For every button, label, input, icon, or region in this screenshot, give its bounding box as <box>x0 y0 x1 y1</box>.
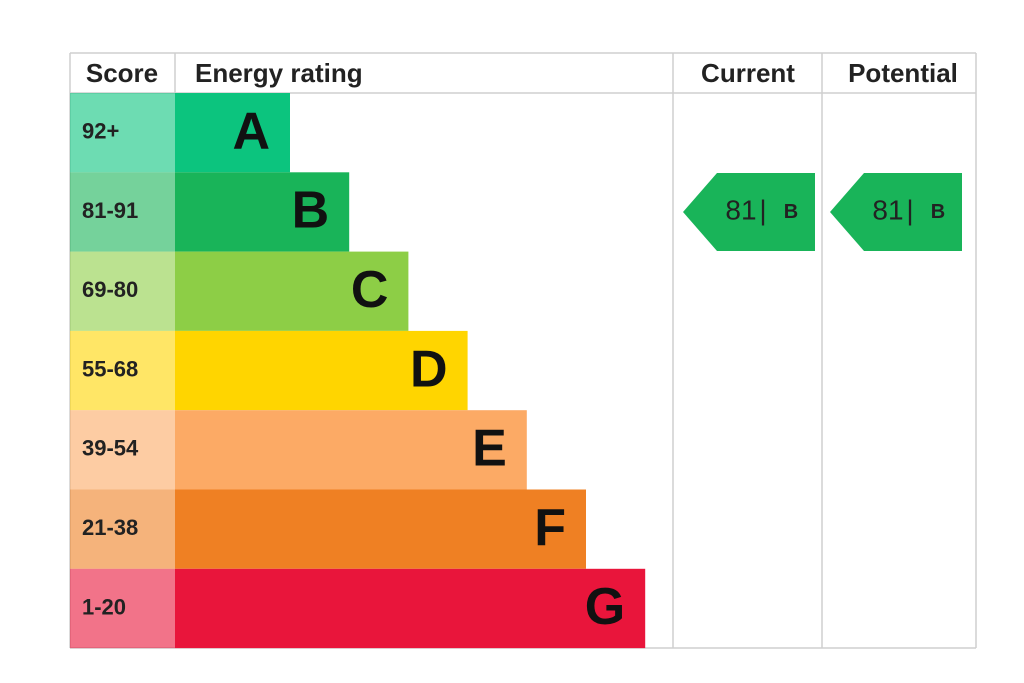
score-cell <box>70 410 175 490</box>
rating-letter: G <box>585 578 625 636</box>
score-range: 21-38 <box>82 515 138 540</box>
rating-bar <box>175 251 409 331</box>
score-cell <box>70 172 175 252</box>
score-cell <box>70 568 175 649</box>
potential-arrow <box>830 172 962 251</box>
score-range: 92+ <box>82 118 119 143</box>
score-range: 55-68 <box>82 356 138 381</box>
score-range: 81-91 <box>82 198 138 223</box>
rating-letter: F <box>534 499 566 557</box>
potential-separator: | <box>906 194 913 225</box>
rating-letter: C <box>351 261 389 319</box>
rating-letter: E <box>472 420 507 478</box>
score-range: 69-80 <box>82 277 138 302</box>
score-range: 1-20 <box>82 594 126 619</box>
rating-bar <box>175 93 290 173</box>
score-range: 39-54 <box>82 436 139 461</box>
current-arrow <box>683 172 815 251</box>
current-score: 81 <box>725 194 756 225</box>
potential-letter: B <box>931 201 945 223</box>
rating-letter: A <box>232 102 270 160</box>
rating-bar <box>175 172 350 252</box>
score-cell <box>70 489 175 569</box>
rating-bar <box>175 410 527 490</box>
rating-bar <box>175 489 586 569</box>
rating-bar <box>175 330 468 411</box>
score-cell <box>70 93 175 173</box>
header-potential: Potential <box>848 58 958 88</box>
rating-letter: B <box>292 182 330 240</box>
header-score: Score <box>86 58 158 88</box>
potential-score: 81 <box>872 194 903 225</box>
score-cell <box>70 330 175 411</box>
current-letter: B <box>784 201 798 223</box>
rating-letter: D <box>410 340 448 398</box>
header-rating: Energy rating <box>195 58 363 88</box>
rating-bar <box>175 568 646 649</box>
header-current: Current <box>701 58 795 88</box>
score-cell <box>70 251 175 331</box>
current-separator: | <box>759 194 766 225</box>
